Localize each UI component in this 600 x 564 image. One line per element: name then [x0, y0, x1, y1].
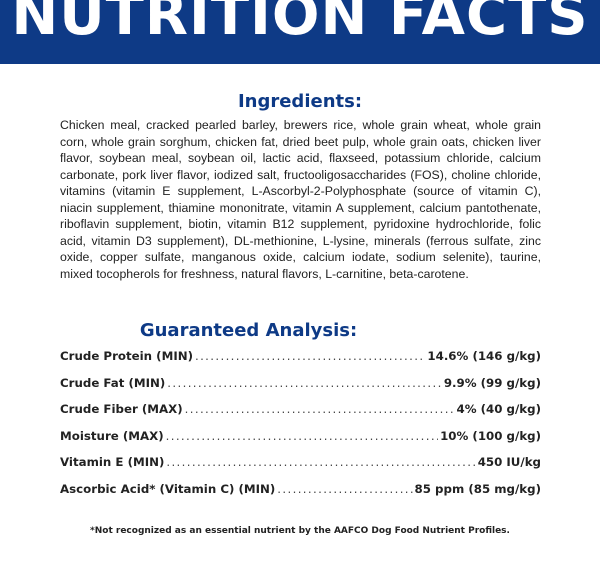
- guaranteed-analysis-heading: Guaranteed Analysis:: [139, 320, 358, 341]
- analysis-row-ascorbic-acid: Ascorbic Acid* (Vitamin C) (MIN) 85 ppm …: [60, 482, 541, 509]
- analysis-label: Crude Protein (MIN): [60, 349, 193, 363]
- analysis-label: Ascorbic Acid* (Vitamin C) (MIN): [60, 481, 276, 496]
- analysis-label: Vitamin E (MIN): [60, 455, 165, 469]
- analysis-label: Crude Fat (MIN): [60, 375, 166, 390]
- ingredients-heading: Ingredients:: [237, 91, 363, 112]
- footnote: *Not recognized as an essential nutrient…: [90, 526, 510, 536]
- analysis-value: 9.9% (99 g/kg): [443, 375, 541, 390]
- analysis-value: 450 IU/kg: [477, 455, 541, 469]
- analysis-value: 4% (40 g/kg): [456, 402, 542, 416]
- dot-leader: [277, 482, 412, 496]
- analysis-value: 85 ppm (85 mg/kg): [414, 481, 541, 496]
- analysis-row-crude-fat: Crude Fat (MIN) 9.9% (99 g/kg): [60, 376, 541, 403]
- dot-leader: [185, 402, 455, 416]
- dot-leader: [167, 376, 442, 390]
- analysis-row-crude-fiber: Crude Fiber (MAX) 4% (40 g/kg): [60, 402, 541, 429]
- dot-leader: [166, 429, 438, 443]
- analysis-row-vitamin-e: Vitamin E (MIN) 450 IU/kg: [60, 455, 541, 482]
- guaranteed-analysis-list: Crude Protein (MIN) 14.6% (146 g/kg) Cru…: [60, 349, 541, 508]
- dot-leader: [195, 349, 425, 363]
- analysis-row-moisture: Moisture (MAX) 10% (100 g/kg): [60, 429, 541, 456]
- page-title: NUTRITION FACTS: [11, 0, 589, 48]
- ingredients-text: Chicken meal, cracked pearled barley, br…: [60, 118, 541, 281]
- analysis-value: 14.6% (146 g/kg): [427, 349, 541, 363]
- analysis-value: 10% (100 g/kg): [440, 428, 541, 443]
- analysis-label: Crude Fiber (MAX): [60, 402, 183, 416]
- analysis-row-crude-protein: Crude Protein (MIN) 14.6% (146 g/kg): [60, 349, 541, 376]
- dot-leader: [166, 455, 475, 469]
- header-banner: NUTRITION FACTS: [0, 0, 600, 64]
- analysis-label: Moisture (MAX): [60, 428, 164, 443]
